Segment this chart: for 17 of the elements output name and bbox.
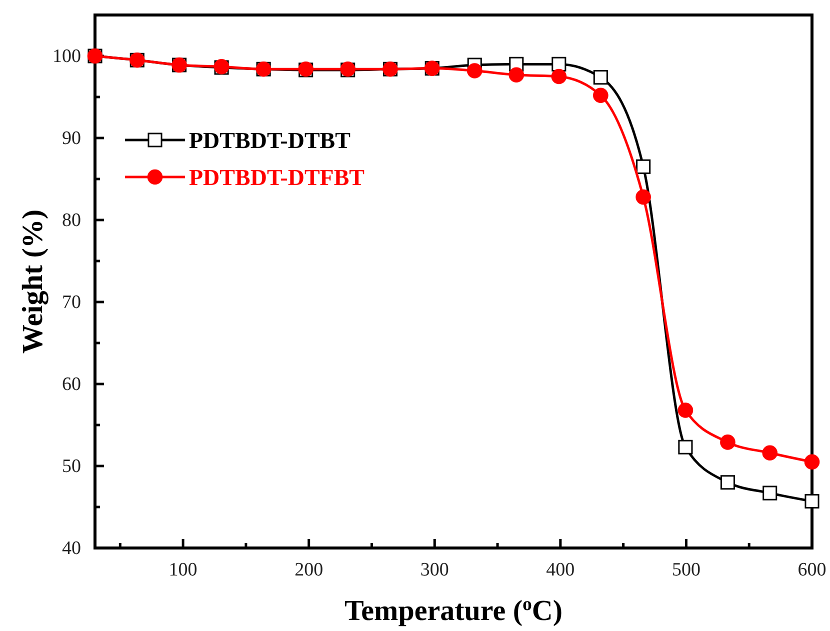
y-tick-label: 100 (52, 46, 81, 68)
x-axis-title: Temperature ($^{o}$C) (344, 594, 563, 627)
legend-label: PDTBDT-DTBT (189, 128, 350, 153)
y-tick-label: 90 (62, 128, 81, 150)
x-tick-label: 100 (168, 559, 198, 580)
legend-label: PDTBDT-DTFBT (189, 165, 365, 190)
x-tick-label: 600 (798, 559, 826, 580)
x-tick-label: 300 (420, 559, 449, 580)
y-tick-label: 60 (62, 374, 81, 396)
y-axis-title: Weight (%) (17, 209, 49, 354)
x-tick-label: 200 (294, 559, 324, 580)
y-tick-label: 70 (62, 292, 81, 314)
y-tick-label: 50 (62, 456, 81, 478)
x-tick-label: 400 (546, 559, 575, 580)
y-tick-label: 40 (62, 538, 81, 560)
y-tick-label: 80 (62, 210, 81, 232)
x-tick-label: 500 (672, 559, 700, 580)
